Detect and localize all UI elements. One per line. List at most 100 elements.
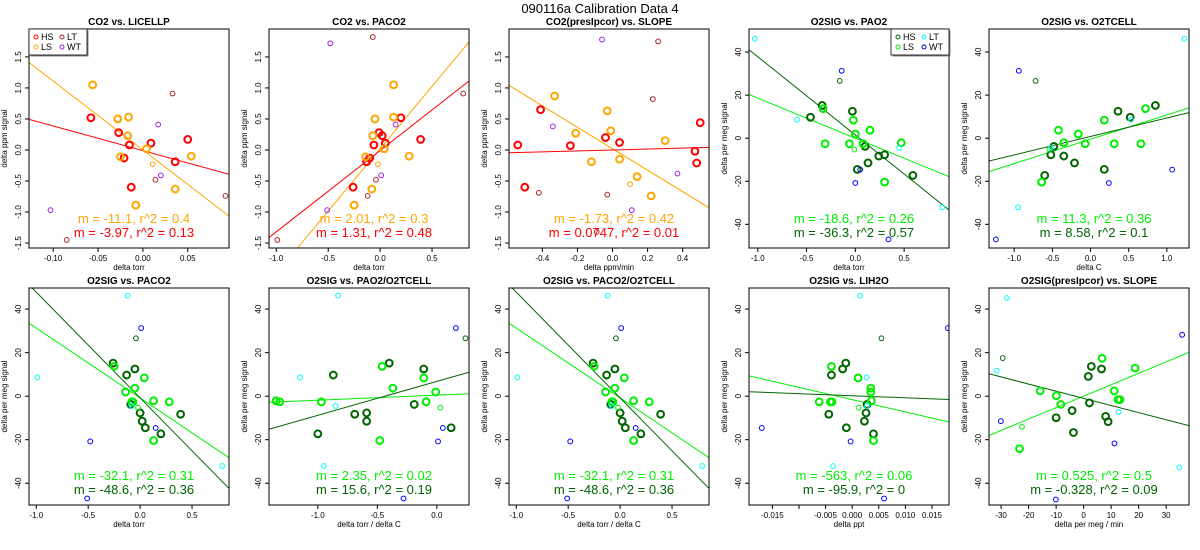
plot-frame <box>268 28 470 249</box>
data-point-ls <box>388 383 398 393</box>
panel-title: O2SIG vs. PACO2 <box>87 276 171 287</box>
data-point-ls <box>632 172 642 182</box>
x-axis-label: delta torr <box>353 263 385 272</box>
legend-marker-wt <box>59 44 65 50</box>
legend-label-lt: LT <box>929 32 939 42</box>
y-tick-label: 0 <box>974 393 983 398</box>
data-point-ls <box>629 436 639 445</box>
data-point-hs <box>1051 413 1061 423</box>
scatter-panel-1: CO2 vs. LICELLP -0.10 -0.05 0.00 0.05 -1.5 -1.… <box>0 17 230 272</box>
panel-title: CO2(presIpcor) vs. SLOPE <box>546 17 672 28</box>
legend-marker-lt <box>921 34 927 40</box>
scatter-panel-5: O2SIG vs. O2TCELL -1.0 -0.5 0.0 0.5 1.0 -40 -20… <box>960 17 1190 272</box>
data-point-wt <box>599 36 605 43</box>
y-tick-label: -0.5 <box>254 174 263 188</box>
data-point-hs <box>125 140 134 150</box>
x-tick-label: 20 <box>1134 511 1143 520</box>
data-point-hs <box>566 141 575 151</box>
x-tick-label: -0.005 <box>814 511 837 520</box>
data-point-ls <box>170 184 180 194</box>
data-point-ls <box>1052 391 1061 401</box>
data-point-lt <box>593 228 600 235</box>
data-point-hs <box>602 370 612 380</box>
data-point-ls <box>116 152 125 162</box>
data-point-hs <box>1070 158 1079 168</box>
data-point-hs <box>156 429 166 439</box>
data-point-hs <box>126 182 136 192</box>
legend-marker-hs <box>33 34 39 40</box>
data-point-wt <box>138 325 145 331</box>
data-point-wt <box>1179 331 1186 338</box>
y-tick-label: 20 <box>734 90 743 99</box>
data-point-ls <box>1136 139 1146 149</box>
scatter-panel-7: O2SIG vs. PAO2/O2TCELL -1.0 -0.5 0.0 -40 -20 0… <box>240 276 470 529</box>
data-point-lt <box>373 176 379 183</box>
legend-box <box>28 28 88 56</box>
fit-line-2 <box>511 288 709 489</box>
data-point-ls <box>1059 138 1069 148</box>
data-point-ls <box>88 80 98 90</box>
y-tick-label: 0.0 <box>494 144 503 156</box>
x-tick-label: -0.5 <box>321 254 335 263</box>
data-point-wt <box>997 418 1004 425</box>
data-point-hs <box>1086 361 1096 371</box>
y-axis-label: delta per meg signal <box>960 102 969 174</box>
y-tick-label: 20 <box>254 348 263 357</box>
y-tick-label: 0.5 <box>254 113 263 125</box>
data-point-lt <box>699 463 706 469</box>
fit-annotation-2: m = -48.6, r^2 = 0.36 <box>554 482 674 497</box>
fit-annotation-2: m = -36.3, r^2 = 0.57 <box>794 225 914 240</box>
y-axis-label: delta per meg signal <box>720 360 729 432</box>
fit-annotation-1: m = 11.3, r^2 = 0.36 <box>1037 211 1152 226</box>
data-points <box>47 80 229 243</box>
fit-line-2 <box>749 391 949 401</box>
data-point-lt <box>751 35 758 42</box>
x-axis-label: delta torr <box>113 263 145 272</box>
data-point-wt <box>157 172 164 179</box>
data-point-ls <box>379 144 389 154</box>
data-point-lt <box>793 116 800 123</box>
data-point-hs <box>1040 171 1050 180</box>
data-point-ls <box>866 383 876 393</box>
scatter-panel-9: O2SIG vs. LIH2O -0.015 -0.005 0.000 0.005 0.0… <box>720 276 950 529</box>
x-tick-label: 0.5 <box>666 511 678 520</box>
x-tick-label: 0.05 <box>180 254 196 263</box>
y-tick-label: 40 <box>974 47 983 56</box>
x-tick-label: -1.0 <box>29 511 43 520</box>
y-axis-label: delta ppm signal <box>480 109 489 167</box>
data-point-hs <box>617 416 627 426</box>
data-point-lt <box>1115 409 1122 415</box>
legend-box <box>890 28 950 56</box>
data-point-ls <box>1073 129 1083 139</box>
data-point-ls <box>1115 395 1125 405</box>
data-point-lt <box>128 403 135 409</box>
data-point-ls <box>186 151 196 161</box>
data-point-hs <box>806 112 815 122</box>
data-point-ls <box>646 191 656 201</box>
data-points <box>274 34 467 243</box>
data-points <box>993 295 1186 503</box>
y-tick-label: 0.0 <box>14 144 23 156</box>
legend-label-ls: LS <box>903 42 914 52</box>
plot-frame <box>508 28 710 249</box>
data-point-wt <box>1105 180 1112 186</box>
fit-lines <box>509 288 709 489</box>
x-tick-label: 10 <box>1107 511 1116 520</box>
y-tick-label: -40 <box>734 218 743 230</box>
x-tick-label: -1.0 <box>311 511 325 520</box>
data-point-hs <box>1069 428 1078 437</box>
y-tick-label: -20 <box>734 175 743 187</box>
data-point-ls <box>606 126 616 136</box>
data-point-ls <box>869 436 878 445</box>
data-point-ls-small <box>437 404 444 411</box>
y-tick-label: 1.0 <box>14 82 23 94</box>
data-point-ls <box>113 114 123 124</box>
legend-label-hs: HS <box>903 32 916 42</box>
data-points <box>271 292 469 502</box>
data-point-ls <box>820 139 830 149</box>
x-tick-label: 0.5 <box>1123 254 1135 263</box>
data-point-lt <box>649 96 656 103</box>
data-point-ls <box>827 397 837 407</box>
data-point-hs <box>369 140 379 150</box>
y-tick-label: 20 <box>14 348 23 357</box>
